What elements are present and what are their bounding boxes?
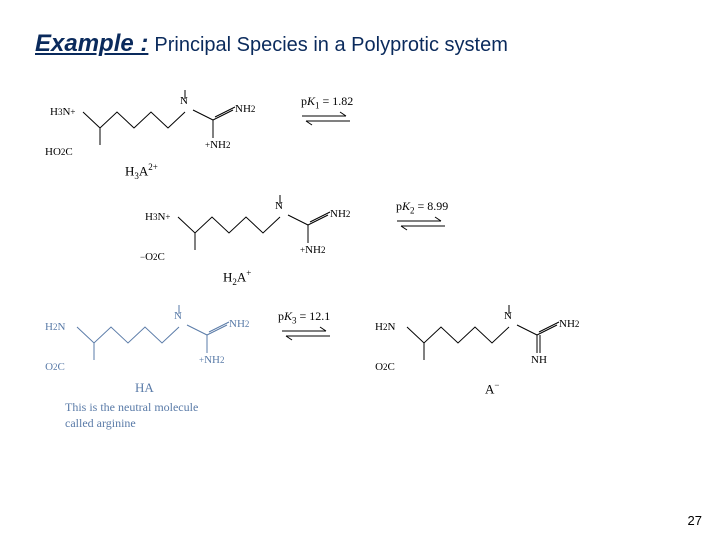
svg-text:+NH2: +NH2: [300, 244, 325, 256]
svg-text:N: N: [174, 310, 182, 322]
molecule-ha: H2N −O2C N H NH2 +NH2: [45, 305, 295, 385]
species-h3a: H3A2+: [125, 162, 158, 181]
species-ha: HA: [135, 380, 154, 396]
species-h2a: H2A+: [223, 268, 251, 287]
equilibrium-arrow-icon: [393, 213, 449, 233]
svg-text:H: H: [175, 305, 183, 308]
molecule-aminus: H2N −O2C N H NH2 NH: [375, 305, 625, 385]
svg-text:H: H: [276, 195, 284, 198]
svg-text:NH2: NH2: [330, 208, 350, 220]
pk1-label: pK1 = 1.82: [301, 94, 353, 110]
equilibrium-arrow-icon: [298, 108, 354, 128]
caption-text: This is the neutral molecule called argi…: [65, 400, 198, 431]
svg-text:N: N: [275, 200, 283, 212]
svg-text:−O2C: −O2C: [140, 251, 165, 263]
svg-text:H2N: H2N: [375, 321, 395, 333]
nh2-bottom: +NH2: [205, 139, 230, 151]
title-rest: Principal Species in a Polyprotic system: [154, 34, 507, 57]
molecule-h2aplus: H3N+ −O2C N H NH2 +NH2: [140, 195, 390, 275]
svg-text:−O2C: −O2C: [45, 361, 65, 373]
pk3-label: pK3 = 12.1: [278, 309, 330, 325]
amine-label: H3N+: [50, 106, 75, 118]
equilibrium-arrow-icon: [278, 323, 334, 343]
svg-text:NH2: NH2: [559, 318, 579, 330]
slide: Example : Principal Species in a Polypro…: [0, 0, 720, 540]
svg-text:H3N+: H3N+: [145, 211, 170, 223]
pk2-label: pK2 = 8.99: [396, 199, 448, 215]
title-lead: Example :: [35, 30, 148, 58]
nh2-top: NH2: [235, 103, 255, 115]
acid-label: HO2C: [45, 146, 73, 158]
svg-text:+NH2: +NH2: [199, 354, 224, 366]
species-aminus: A−: [485, 380, 499, 397]
molecule-h3a2plus: H3N+ HO2C N H NH2 +NH2: [45, 90, 295, 170]
svg-text:H2N: H2N: [45, 321, 65, 333]
svg-text:NH: NH: [531, 354, 547, 366]
slide-title: Example : Principal Species in a Polypro…: [35, 30, 685, 58]
svg-text:N: N: [504, 310, 512, 322]
svg-text:H: H: [181, 90, 189, 93]
svg-text:NH2: NH2: [229, 318, 249, 330]
reaction-diagram: H3N+ HO2C N H NH2 +NH2 pK1 = 1.82 H3A2+ …: [45, 90, 675, 460]
page-number: 27: [688, 513, 702, 528]
svg-text:−O2C: −O2C: [375, 361, 395, 373]
nh-label: N: [180, 95, 188, 107]
svg-text:H: H: [505, 305, 513, 308]
